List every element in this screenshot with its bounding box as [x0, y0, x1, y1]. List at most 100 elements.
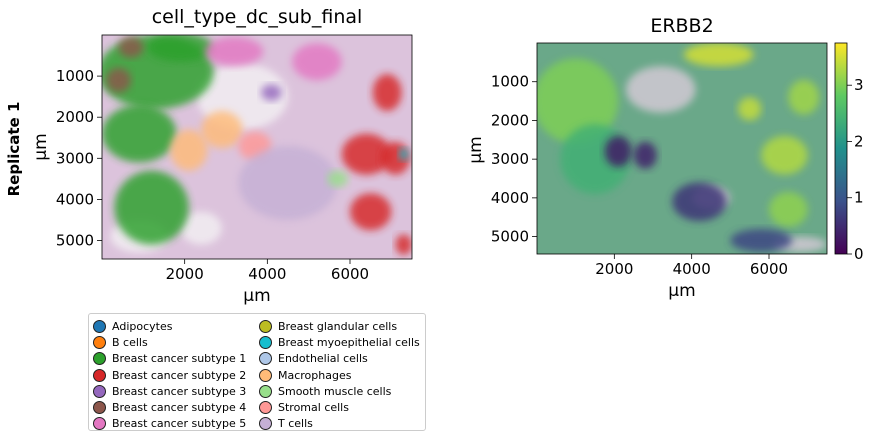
y-tick-label: 5000: [491, 228, 529, 246]
heatmap-regions-right: [537, 43, 827, 253]
region-breast-cancer-subtype-5: [292, 43, 342, 81]
legend-label: Breast cancer subtype 5: [112, 417, 247, 431]
legend-swatch: [259, 384, 272, 398]
chart-title-right: ERBB2: [650, 15, 713, 37]
region-breast-myoepithelial-cells: [398, 148, 409, 161]
axes-right: 2000 4000 6000 1000 2000 3000 4000 5000: [491, 73, 788, 278]
legend-item-adipocytes: Adipocytes: [93, 318, 246, 334]
legend-swatch: [259, 352, 272, 366]
colorbar-ticks: 0 1 2 3: [847, 76, 864, 263]
x-tick-label: 6000: [750, 260, 788, 278]
legend-column-2: Breast glandular cells Breast myoepitheli…: [259, 318, 420, 432]
y-tick-label: 4000: [56, 190, 94, 208]
legend-item-breast-cancer-subtype-4: Breast cancer subtype 4: [93, 399, 246, 415]
expression-region: [738, 97, 762, 121]
region-breast-cancer-subtype-1: [114, 170, 189, 245]
legend-label: Breast cancer subtype 1: [112, 352, 247, 366]
legend-item-breast-myoepithelial-cells: Breast myoepithelial cells: [259, 334, 420, 350]
legend-item-breast-cancer-subtype-5: Breast cancer subtype 5: [93, 416, 246, 432]
legend-item-macrophages: Macrophages: [259, 367, 420, 383]
expression-region: [769, 192, 808, 227]
legend-swatch: [259, 417, 272, 431]
legend-label: Endothelial cells: [278, 352, 368, 366]
expression-region: [761, 135, 808, 175]
panel-right: ERBB2 2000 4000 6000 1000 2000 3000 4000 5000 µ…: [466, 15, 864, 301]
y-tick-label: 1000: [491, 73, 529, 91]
legend-item-breast-cancer-subtype-1: Breast cancer subtype 1: [93, 351, 246, 367]
y-tick-label: 2000: [56, 108, 94, 126]
expression-region: [683, 43, 754, 67]
y-axis-label-right: µm: [466, 136, 486, 163]
legend: Adipocytes B cells Breast cancer subtype 1…: [88, 313, 426, 431]
legend-swatch: [93, 384, 106, 398]
expression-region: [788, 79, 820, 115]
legend-label: B cells: [112, 335, 148, 349]
expression-region: [633, 141, 657, 169]
x-tick-label: 4000: [673, 260, 711, 278]
region-breast-cancer-subtype-2: [395, 234, 412, 255]
legend-swatch: [259, 401, 272, 415]
x-tick-label: 6000: [331, 265, 369, 283]
expression-region: [604, 135, 632, 167]
legend-swatch: [93, 401, 106, 415]
legend-swatch: [93, 335, 106, 349]
legend-item-smooth-muscle-cells: Smooth muscle cells: [259, 383, 420, 399]
legend-swatch: [93, 368, 106, 382]
y-tick-label: 5000: [56, 232, 94, 250]
colorbar-tick-label: 0: [854, 245, 864, 263]
legend-swatch: [93, 319, 106, 333]
legend-item-breast-cancer-subtype-3: Breast cancer subtype 3: [93, 383, 246, 399]
region-macrophages: [170, 129, 208, 171]
expression-region: [730, 228, 793, 253]
legend-item-breast-glandular-cells: Breast glandular cells: [259, 318, 420, 334]
background-patch: [625, 66, 696, 113]
y-tick-label: 4000: [491, 189, 529, 207]
x-axis-label-right: µm: [668, 281, 695, 301]
legend-swatch: [259, 319, 272, 333]
region-macrophages: [201, 111, 243, 149]
region-t-cells: [238, 145, 338, 220]
legend-item-b-cells: B cells: [93, 334, 246, 350]
y-axis-label-left: µm: [31, 133, 51, 160]
colorbar-tick-label: 3: [854, 76, 864, 94]
x-tick-label: 2000: [166, 265, 204, 283]
legend-label: Stromal cells: [278, 401, 349, 415]
y-tick-label: 1000: [56, 67, 94, 85]
legend-item-endothelial-cells: Endothelial cells: [259, 351, 420, 367]
scatter-regions-left: [102, 35, 412, 255]
region-breast-cancer-subtype-3: [261, 84, 282, 101]
region-breast-cancer-subtype-2: [372, 74, 402, 112]
panel-left: Replicate 1 cell_type_dc_sub_final 2000 4…: [5, 6, 413, 306]
expression-region: [672, 182, 727, 222]
legend-column-1: Adipocytes B cells Breast cancer subtype 1…: [93, 318, 246, 432]
legend-label: Breast myoepithelial cells: [278, 335, 420, 349]
expression-region: [537, 58, 619, 144]
plot-frame-left: [101, 34, 413, 260]
region-breast-cancer-subtype-2: [341, 133, 392, 175]
legend-label: Breast glandular cells: [278, 319, 398, 333]
y-tick-label: 3000: [491, 150, 529, 168]
legend-label: Breast cancer subtype 2: [112, 368, 247, 382]
legend-swatch: [93, 417, 106, 431]
y-tick-label: 3000: [56, 149, 94, 167]
y-tick-label: 2000: [491, 111, 529, 129]
legend-label: Smooth muscle cells: [278, 384, 392, 398]
region-breast-cancer-subtype-4: [118, 37, 144, 58]
plot-frame-right: [536, 42, 828, 255]
legend-swatch: [93, 352, 106, 366]
legend-label: Adipocytes: [112, 319, 173, 333]
legend-label: Macrophages: [278, 368, 352, 382]
legend-swatch: [259, 368, 272, 382]
legend-item-t-cells: T cells: [259, 416, 420, 432]
legend-label: T cells: [278, 417, 313, 431]
colorbar: [834, 42, 848, 255]
axes-left: 2000 4000 6000 1000 2000 3000 4000 5000: [56, 67, 369, 283]
legend-swatch: [259, 335, 272, 349]
region-breast-cancer-subtype-1: [147, 35, 214, 62]
chart-title-left: cell_type_dc_sub_final: [152, 6, 363, 28]
region-breast-cancer-subtype-1: [102, 104, 177, 163]
region-breast-cancer-subtype-5: [205, 37, 264, 66]
x-tick-label: 4000: [248, 265, 286, 283]
x-tick-label: 2000: [595, 260, 633, 278]
